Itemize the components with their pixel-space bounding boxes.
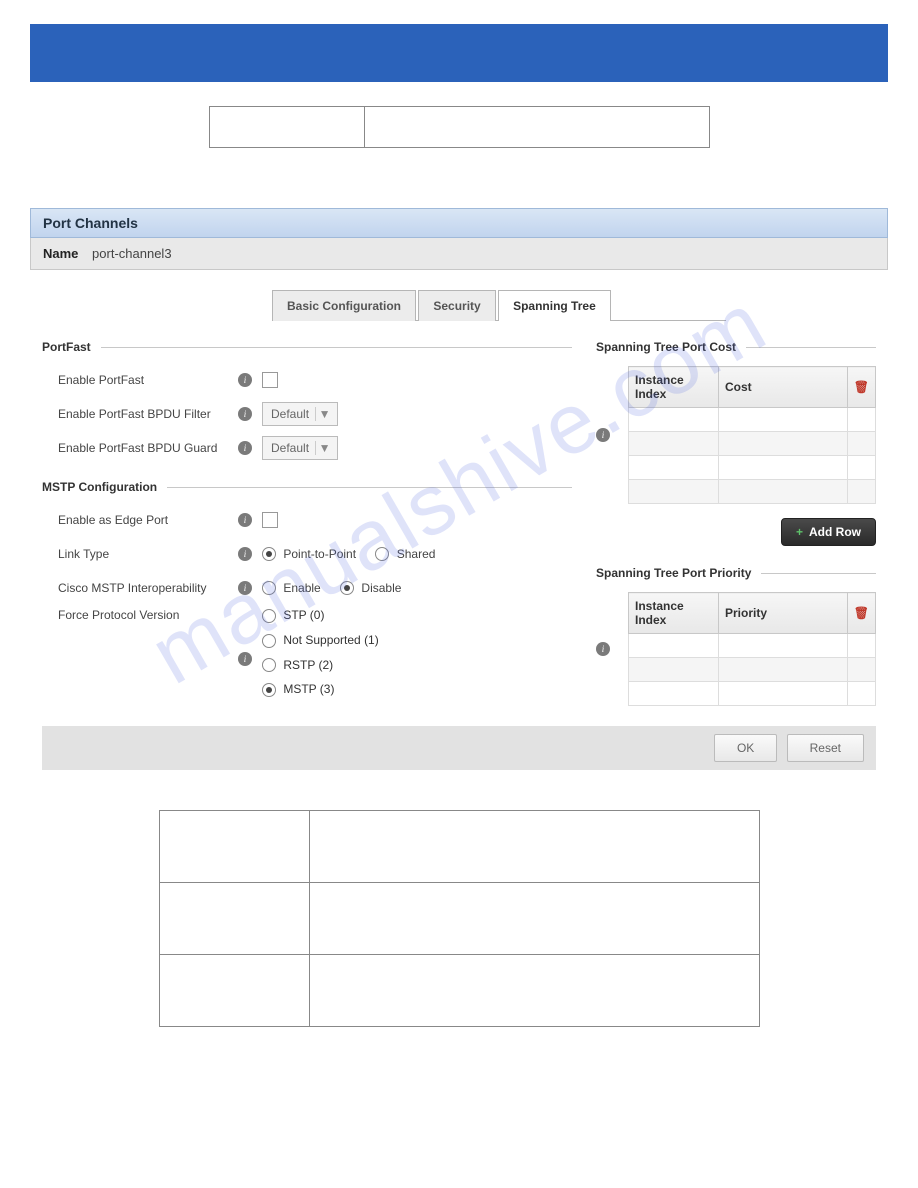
protocol-notsup-radio[interactable] bbox=[262, 634, 276, 648]
tab-security[interactable]: Security bbox=[418, 290, 495, 321]
bpdu-filter-select[interactable]: Default▼ bbox=[262, 402, 338, 426]
cost-table: Instance Index Cost 🗑 bbox=[628, 366, 876, 504]
upper-empty-table bbox=[209, 106, 710, 148]
priority-heading: Spanning Tree Port Priority bbox=[596, 566, 876, 580]
edge-port-checkbox[interactable] bbox=[262, 512, 278, 528]
chevron-down-icon: ▼ bbox=[315, 407, 333, 421]
table-row bbox=[629, 682, 876, 706]
panel-header: Port Channels bbox=[30, 208, 888, 238]
tab-basic-configuration[interactable]: Basic Configuration bbox=[272, 290, 416, 321]
tab-spanning-tree[interactable]: Spanning Tree bbox=[498, 290, 611, 321]
blue-banner bbox=[30, 24, 888, 82]
table-row bbox=[629, 658, 876, 682]
protocol-stp-radio[interactable] bbox=[262, 609, 276, 623]
cost-col-instance: Instance Index bbox=[629, 367, 719, 408]
table-row bbox=[629, 408, 876, 432]
cisco-interop-label: Cisco MSTP Interoperability bbox=[58, 581, 238, 595]
interop-enable-radio[interactable] bbox=[262, 581, 276, 595]
prio-col-instance: Instance Index bbox=[629, 593, 719, 634]
table-row bbox=[629, 634, 876, 658]
protocol-rstp-label: RSTP (2) bbox=[283, 658, 333, 672]
enable-portfast-label: Enable PortFast bbox=[58, 373, 238, 387]
prio-col-priority: Priority bbox=[719, 593, 848, 634]
enable-portfast-checkbox[interactable] bbox=[262, 372, 278, 388]
reset-button[interactable]: Reset bbox=[787, 734, 864, 762]
link-type-shared-radio[interactable] bbox=[375, 547, 389, 561]
trash-icon[interactable]: 🗑 bbox=[854, 380, 869, 394]
ok-button[interactable]: OK bbox=[714, 734, 777, 762]
trash-icon[interactable]: 🗑 bbox=[854, 606, 869, 620]
info-icon: i bbox=[238, 581, 252, 595]
info-icon: i bbox=[238, 407, 252, 421]
plus-icon: + bbox=[796, 525, 803, 539]
lower-empty-table bbox=[159, 810, 760, 1027]
cost-col-cost: Cost bbox=[719, 367, 848, 408]
edge-port-label: Enable as Edge Port bbox=[58, 513, 238, 527]
port-channels-panel: Port Channels Name port-channel3 manuals… bbox=[30, 208, 888, 770]
link-type-ptp-radio[interactable] bbox=[262, 547, 276, 561]
cost-heading: Spanning Tree Port Cost bbox=[596, 340, 876, 354]
info-icon: i bbox=[596, 428, 610, 442]
interop-enable-label: Enable bbox=[283, 581, 320, 595]
info-icon: i bbox=[596, 642, 610, 656]
protocol-stp-label: STP (0) bbox=[283, 608, 324, 622]
interop-disable-label: Disable bbox=[361, 581, 401, 595]
name-label: Name bbox=[43, 246, 78, 261]
name-row: Name port-channel3 bbox=[30, 238, 888, 270]
interop-disable-radio[interactable] bbox=[340, 581, 354, 595]
protocol-notsup-label: Not Supported (1) bbox=[283, 633, 378, 647]
info-icon: i bbox=[238, 441, 252, 455]
table-row bbox=[629, 456, 876, 480]
priority-table: Instance Index Priority 🗑 bbox=[628, 592, 876, 706]
tabs: Basic Configuration Security Spanning Tr… bbox=[272, 289, 726, 321]
link-type-ptp-label: Point-to-Point bbox=[283, 547, 356, 561]
protocol-mstp-radio[interactable] bbox=[262, 683, 276, 697]
info-icon: i bbox=[238, 513, 252, 527]
bpdu-guard-select[interactable]: Default▼ bbox=[262, 436, 338, 460]
chevron-down-icon: ▼ bbox=[315, 441, 333, 455]
name-value: port-channel3 bbox=[92, 246, 172, 261]
force-protocol-label: Force Protocol Version bbox=[58, 608, 238, 622]
info-icon: i bbox=[238, 373, 252, 387]
bpdu-filter-label: Enable PortFast BPDU Filter bbox=[58, 407, 238, 421]
protocol-mstp-label: MSTP (3) bbox=[283, 682, 334, 696]
portfast-heading: PortFast bbox=[42, 340, 572, 354]
mstp-heading: MSTP Configuration bbox=[42, 480, 572, 494]
link-type-label: Link Type bbox=[58, 547, 238, 561]
link-type-shared-label: Shared bbox=[397, 547, 436, 561]
add-row-button[interactable]: +Add Row bbox=[781, 518, 876, 546]
protocol-rstp-radio[interactable] bbox=[262, 658, 276, 672]
table-row bbox=[629, 480, 876, 504]
info-icon: i bbox=[238, 652, 252, 666]
info-icon: i bbox=[238, 547, 252, 561]
bpdu-guard-label: Enable PortFast BPDU Guard bbox=[58, 441, 238, 455]
footer-bar: OK Reset bbox=[42, 726, 876, 770]
table-row bbox=[629, 432, 876, 456]
